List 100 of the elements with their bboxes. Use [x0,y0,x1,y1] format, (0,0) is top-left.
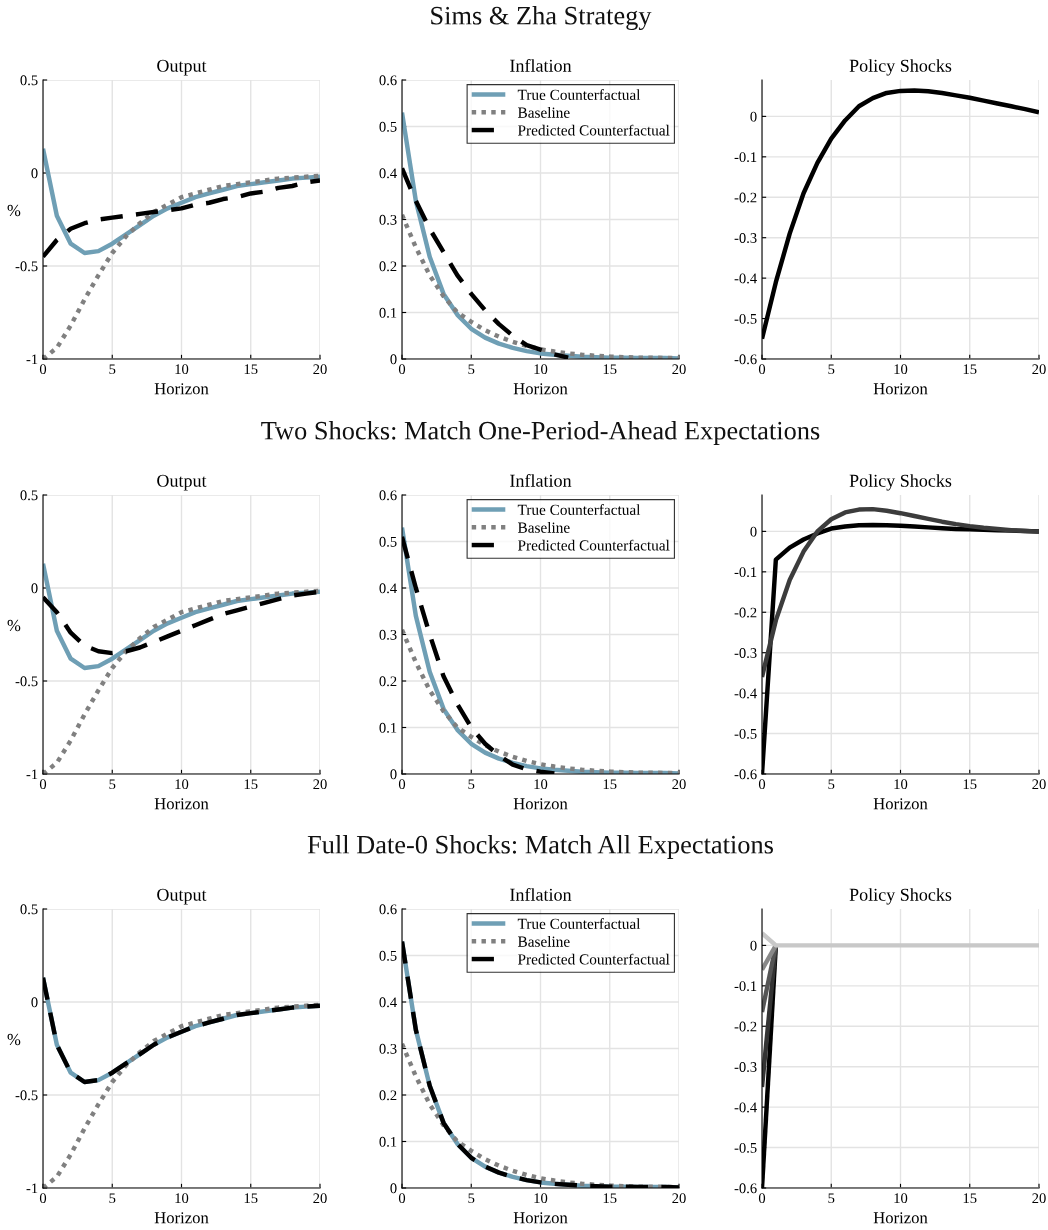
y-tick-label: -1 [26,354,38,365]
y-tick-label: -1 [26,769,38,780]
legend-label: Baseline [517,107,570,118]
legend-label: True Counterfactual [517,918,641,930]
x-tick-label: 20 [672,1193,686,1204]
y-tick-label: -0.6 [734,354,757,365]
y-tick-label: 0.3 [379,214,397,225]
chart-title: Policy Shocks [849,888,952,905]
y-tick-label: 0.2 [379,261,397,272]
x-tick-label: 20 [1032,779,1046,790]
x-tick-label: 0 [758,1193,766,1204]
y-axis-title: % [7,1033,21,1046]
x-tick-label: 5 [109,1193,116,1204]
chart-title: Inflation [510,58,572,72]
x-axis-title: Horizon [873,1212,928,1224]
y-tick-label: 0.1 [379,722,397,733]
y-tick-label: 0.5 [379,121,397,132]
chart-title: Inflation [510,887,572,901]
y-tick-label: 0.2 [379,676,397,687]
x-tick-label: 5 [828,1193,835,1204]
y-tick-label: 0.6 [379,904,397,915]
y-tick-label: -0.3 [734,1062,757,1072]
x-axis-title: Horizon [873,383,928,395]
x-tick-label: 0 [398,1193,406,1204]
y-tick-label: 0 [31,583,38,594]
y-tick-label: 0.5 [379,950,397,961]
x-tick-label: 10 [534,1193,548,1204]
y-tick-label: 0 [750,111,757,122]
chart-title: Output [157,59,207,76]
x-tick-label: 20 [672,779,686,790]
x-tick-label: 0 [39,364,47,375]
x-tick-label: 5 [109,364,116,375]
y-tick-label: -0.1 [734,567,757,578]
y-tick-label: 0.6 [379,75,397,86]
x-axis-title: Horizon [873,798,928,810]
y-tick-label: 0.1 [379,1136,397,1147]
y-tick-label: 0 [31,997,38,1008]
x-tick-label: 15 [963,364,977,375]
x-tick-label: 10 [894,779,908,790]
y-tick-label: 0.4 [379,168,397,179]
y-tick-label: 0.1 [379,307,397,318]
legend-label: Baseline [517,522,570,533]
y-tick-label: 0.5 [20,904,38,915]
legend-label: Predicted Counterfactual [517,539,670,551]
x-axis-title: Horizon [513,383,568,395]
x-tick-label: 15 [963,779,977,790]
y-tick-label: -0.3 [734,648,757,658]
x-tick-label: 5 [468,1193,475,1204]
x-tick-label: 0 [39,779,47,790]
y-tick-label: 0.2 [379,1090,397,1101]
x-tick-label: 10 [175,779,189,790]
y-tick-label: -0.1 [734,981,757,992]
y-tick-label: 0 [390,1183,397,1194]
chart-title: Output [157,474,207,491]
x-tick-label: 10 [894,364,908,375]
x-tick-label: 15 [603,1193,617,1204]
x-tick-label: 15 [244,364,258,375]
x-axis-title: Horizon [513,798,568,810]
x-tick-label: 15 [963,1193,977,1204]
x-tick-label: 5 [109,779,116,790]
y-tick-label: 0.3 [379,629,397,640]
chart-title: Policy Shocks [849,59,952,76]
y-tick-label: 0.4 [379,997,397,1008]
x-tick-label: 10 [894,1193,908,1204]
legend-label: Predicted Counterfactual [517,124,670,136]
x-tick-label: 0 [39,1193,47,1204]
x-tick-label: 15 [603,779,617,790]
legend-label: Predicted Counterfactual [517,953,670,965]
y-tick-label: -0.6 [734,769,757,780]
y-tick-label: -0.5 [15,1090,38,1101]
x-tick-label: 0 [398,364,406,375]
x-tick-label: 20 [313,1193,327,1204]
legend-label: Baseline [517,936,570,947]
x-axis-title: Horizon [513,1212,568,1224]
x-tick-label: 20 [1032,364,1046,375]
y-tick-label: -0.5 [734,1142,757,1153]
y-tick-label: 0 [31,168,38,179]
chart-subtitle: Two Shocks: Match One-Period-Ahead Expectations [261,421,820,445]
x-tick-label: 20 [672,364,686,375]
x-tick-label: 10 [175,1193,189,1204]
y-tick-label: 0 [750,940,757,951]
x-tick-label: 20 [313,364,327,375]
y-tick-label: -0.2 [734,607,757,618]
y-tick-label: -0.6 [734,1183,757,1194]
x-axis-title: Horizon [154,383,209,395]
y-tick-label: 0.5 [379,536,397,547]
x-tick-label: 15 [244,1193,258,1204]
x-axis-title: Horizon [154,798,209,810]
x-tick-label: 20 [313,779,327,790]
y-tick-label: -0.5 [734,728,757,739]
x-tick-label: 5 [468,364,475,375]
legend-label: True Counterfactual [517,504,641,516]
x-tick-label: 0 [758,779,766,790]
y-tick-label: -0.4 [734,688,757,699]
y-tick-label: -0.3 [734,233,757,243]
y-tick-label: -0.2 [734,192,757,203]
y-tick-label: 0.5 [20,490,38,501]
chart-title: Output [157,888,207,905]
x-tick-label: 10 [175,364,189,375]
y-tick-label: -0.4 [734,273,757,284]
